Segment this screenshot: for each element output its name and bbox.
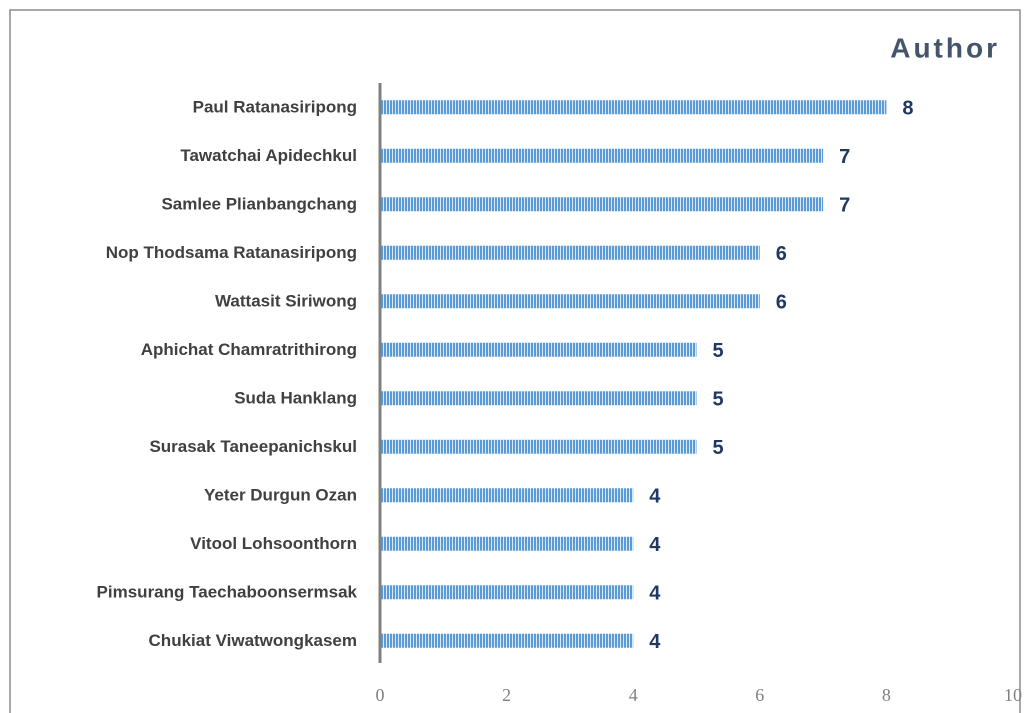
- value-label: 7: [839, 146, 850, 168]
- value-label: 6: [776, 292, 787, 314]
- category-label: Vitool Lohsoonthorn: [190, 534, 357, 553]
- bar: [380, 294, 760, 309]
- x-tick-label: 10: [1004, 685, 1022, 705]
- bar: [380, 148, 824, 163]
- category-label: Surasak Taneepanichskul: [149, 437, 357, 456]
- category-label: Yeter Durgun Ozan: [204, 486, 357, 505]
- value-label: 5: [713, 340, 724, 362]
- bar: [380, 342, 697, 357]
- x-tick-label: 0: [376, 685, 385, 705]
- category-label: Tawatchai Apidechkul: [180, 146, 357, 165]
- bar: [380, 585, 634, 600]
- category-label: Paul Ratanasiripong: [193, 98, 357, 117]
- value-label: 8: [902, 98, 913, 120]
- chart-border: [9, 9, 1021, 713]
- value-label: 5: [713, 437, 724, 459]
- value-label: 6: [776, 243, 787, 265]
- value-label: 4: [649, 583, 661, 605]
- x-tick-label: 2: [502, 685, 511, 705]
- bar: [380, 536, 634, 551]
- value-label: 4: [649, 631, 661, 653]
- bar: [380, 100, 887, 115]
- category-label: Nop Thodsama Ratanasiripong: [106, 243, 357, 262]
- value-label: 5: [713, 389, 724, 411]
- bar: [380, 488, 634, 503]
- bar: [380, 197, 824, 212]
- bar: [380, 633, 634, 648]
- x-tick-label: 4: [629, 685, 638, 705]
- bar: [380, 439, 697, 454]
- category-label: Samlee Plianbangchang: [161, 195, 357, 214]
- bar: [380, 245, 760, 260]
- x-tick-label: 8: [882, 685, 891, 705]
- category-label: Suda Hanklang: [234, 389, 357, 408]
- value-label: 4: [649, 534, 661, 556]
- x-tick-label: 6: [755, 685, 764, 705]
- value-label: 7: [839, 195, 850, 217]
- value-label: 4: [649, 486, 661, 508]
- category-label: Aphichat Chamratrithirong: [141, 340, 357, 359]
- category-label: Wattasit Siriwong: [215, 292, 357, 311]
- bar: [380, 391, 697, 406]
- chart-title: Author: [890, 32, 1000, 63]
- category-label: Chukiat Viwatwongkasem: [149, 631, 357, 650]
- category-label: Pimsurang Taechaboonsermsak: [97, 583, 358, 602]
